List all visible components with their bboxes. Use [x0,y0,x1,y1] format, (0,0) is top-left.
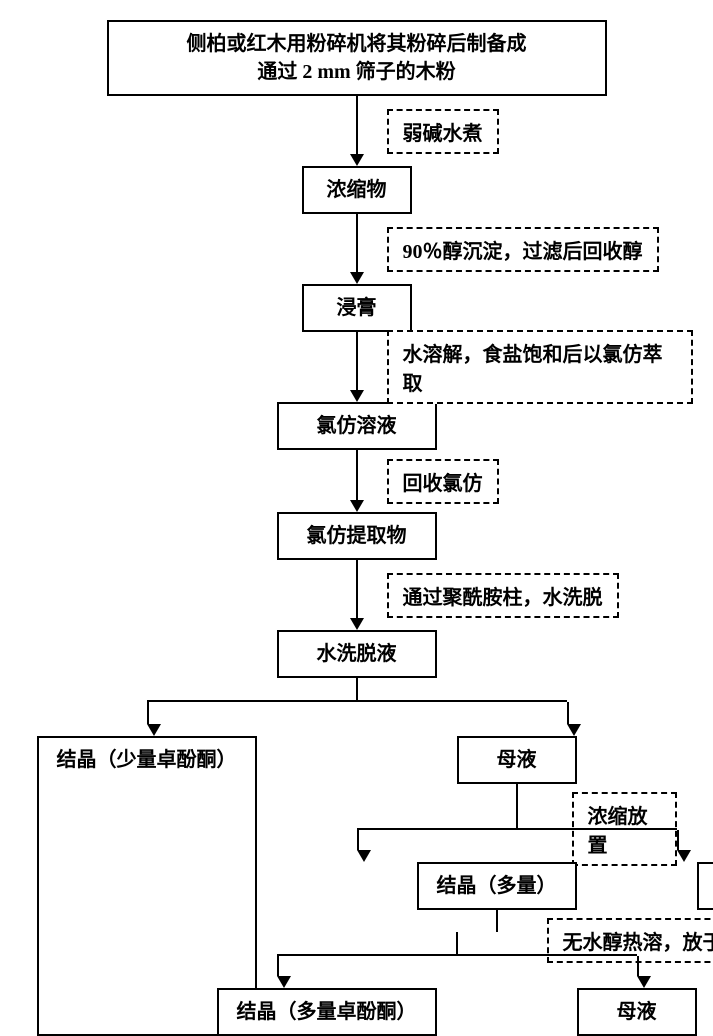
annotation-1: 弱碱水煮 [387,109,499,154]
segment-5: 通过聚酰胺柱，水洗脱 [20,560,693,630]
split-3: 结晶（多量卓酚酮） 母液 [217,932,697,1036]
node-crystal-large: 结晶（多量） [417,862,577,910]
segment-3: 水溶解，食盐饱和后以氯仿萃取 [20,332,693,402]
node-water-eluate: 水洗脱液 [277,630,437,678]
annotation-3: 水溶解，食盐饱和后以氯仿萃取 [387,330,694,404]
node-mother-liquor-2: 母液 [697,862,713,910]
flowchart-root: 侧柏或红木用粉碎机将其粉碎后制备成 通过 2 mm 筛子的木粉 弱碱水煮 浓缩物… [20,20,693,1036]
node-chloroform-extract: 氯仿提取物 [277,512,437,560]
segment-2: 90％醇沉淀，过滤后回收醇 [20,214,693,284]
node-mother-liquor-1: 母液 [457,736,577,784]
node-crystal-final: 结晶（多量卓酚酮） [217,988,437,1036]
annotation-4: 回收氯仿 [387,459,499,504]
segment-4: 回收氯仿 [20,450,693,512]
node-extract-paste: 浸膏 [302,284,412,332]
node-concentrate: 浓缩物 [302,166,412,214]
split-1: 结晶（少量卓酚酮） 母液 浓缩放置 [47,678,667,1036]
annotation-2: 90％醇沉淀，过滤后回收醇 [387,227,659,272]
node-start: 侧柏或红木用粉碎机将其粉碎后制备成 通过 2 mm 筛子的木粉 [107,20,607,96]
node-chloroform-solution: 氯仿溶液 [277,402,437,450]
segment-1: 弱碱水煮 [20,96,693,166]
split-2: 结晶（多量） 无水醇热溶，放于冰箱中 [297,806,713,1036]
node-mother-liquor-3: 母液 [577,988,697,1036]
annotation-5: 通过聚酰胺柱，水洗脱 [387,573,619,618]
